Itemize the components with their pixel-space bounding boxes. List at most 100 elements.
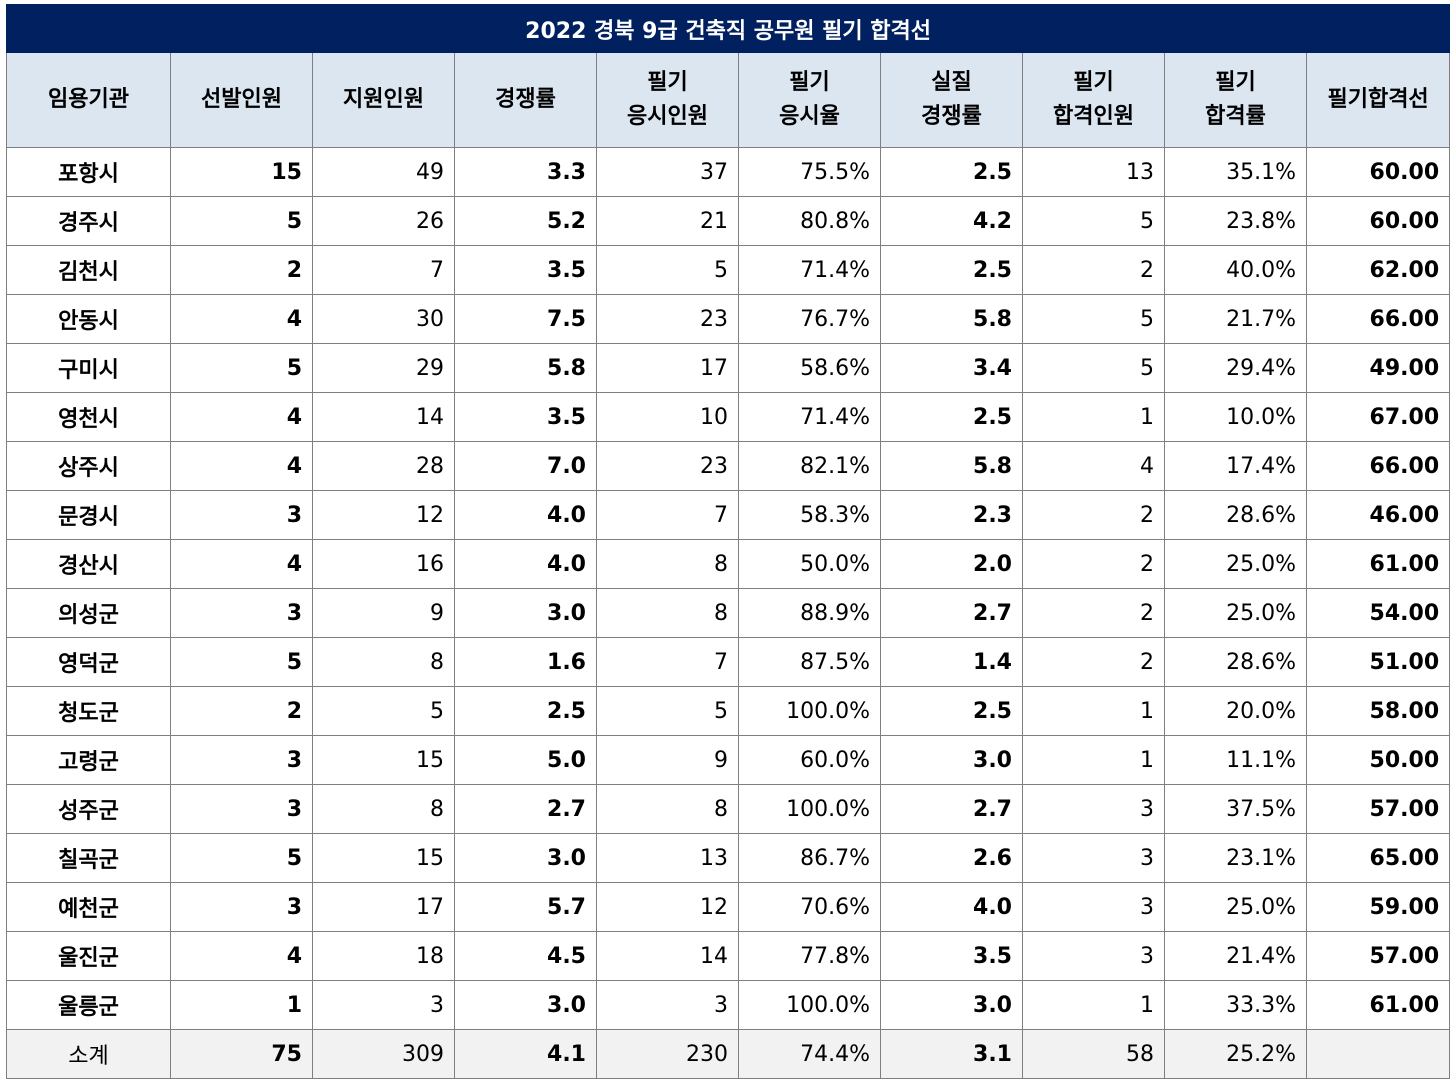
header-text-line: 필기 xyxy=(1073,70,1114,95)
cell-agency: 소계 xyxy=(6,1029,171,1079)
cell-exam-rate: 86.7% xyxy=(738,833,881,883)
header-applicants: 지원인원 xyxy=(312,52,455,148)
cell-cutoff: 57.00 xyxy=(1305,784,1451,834)
cell-passers: 4 xyxy=(1022,441,1165,491)
cell-competition: 5.0 xyxy=(454,735,597,785)
cell-cutoff: 66.00 xyxy=(1305,441,1451,491)
table-row: 울릉군 1 3 3.0 3 100.0% 3.0 1 33.3% 61.00 xyxy=(6,980,1451,1030)
cell-agency: 안동시 xyxy=(6,294,171,344)
cell-exam-takers: 17 xyxy=(596,343,739,393)
cell-exam-rate: 100.0% xyxy=(738,784,881,834)
cell-pass-rate: 28.6% xyxy=(1164,637,1307,687)
cell-exam-takers: 10 xyxy=(596,392,739,442)
cell-agency: 울진군 xyxy=(6,931,171,981)
cell-exam-rate: 70.6% xyxy=(738,882,881,932)
cell-selected: 5 xyxy=(170,637,313,687)
cell-agency: 영덕군 xyxy=(6,637,171,687)
cell-real-competition: 2.5 xyxy=(880,245,1023,295)
cell-cutoff: 61.00 xyxy=(1305,980,1451,1030)
cell-pass-rate: 25.2% xyxy=(1164,1029,1307,1079)
cell-selected: 2 xyxy=(170,686,313,736)
cell-selected: 4 xyxy=(170,931,313,981)
header-exam-takers: 필기 응시인원 xyxy=(596,52,739,148)
cell-exam-takers: 23 xyxy=(596,294,739,344)
cell-agency: 문경시 xyxy=(6,490,171,540)
cell-passers: 1 xyxy=(1022,980,1165,1030)
cell-passers: 3 xyxy=(1022,931,1165,981)
cell-exam-rate: 50.0% xyxy=(738,539,881,589)
cell-real-competition: 4.2 xyxy=(880,196,1023,246)
cell-competition: 3.3 xyxy=(454,147,597,197)
cell-cutoff: 67.00 xyxy=(1305,392,1451,442)
cell-applicants: 49 xyxy=(312,147,455,197)
header-competition: 경쟁률 xyxy=(454,52,597,148)
cell-exam-rate: 71.4% xyxy=(738,392,881,442)
cell-selected: 15 xyxy=(170,147,313,197)
header-text-line: 실질 xyxy=(931,70,972,95)
cell-competition: 5.8 xyxy=(454,343,597,393)
cell-exam-takers: 7 xyxy=(596,637,739,687)
cell-exam-takers: 21 xyxy=(596,196,739,246)
cell-agency: 경산시 xyxy=(6,539,171,589)
table-row: 성주군 3 8 2.7 8 100.0% 2.7 3 37.5% 57.00 xyxy=(6,784,1451,834)
cell-real-competition: 3.0 xyxy=(880,980,1023,1030)
cell-real-competition: 2.7 xyxy=(880,588,1023,638)
cell-exam-rate: 74.4% xyxy=(738,1029,881,1079)
cell-agency: 포항시 xyxy=(6,147,171,197)
cell-exam-takers: 7 xyxy=(596,490,739,540)
cell-applicants: 309 xyxy=(312,1029,455,1079)
cell-agency: 구미시 xyxy=(6,343,171,393)
cell-cutoff: 50.00 xyxy=(1305,735,1451,785)
cell-exam-rate: 75.5% xyxy=(738,147,881,197)
cell-agency: 칠곡군 xyxy=(6,833,171,883)
cell-real-competition: 2.5 xyxy=(880,392,1023,442)
header-text-line: 필기 xyxy=(1215,70,1256,95)
cell-exam-rate: 80.8% xyxy=(738,196,881,246)
cell-pass-rate: 25.0% xyxy=(1164,588,1307,638)
table-row: 청도군 2 5 2.5 5 100.0% 2.5 1 20.0% 58.00 xyxy=(6,686,1451,736)
cell-pass-rate: 21.4% xyxy=(1164,931,1307,981)
cell-real-competition: 3.5 xyxy=(880,931,1023,981)
cell-agency: 고령군 xyxy=(6,735,171,785)
cell-competition: 7.5 xyxy=(454,294,597,344)
table-row: 구미시 5 29 5.8 17 58.6% 3.4 5 29.4% 49.00 xyxy=(6,343,1451,393)
header-text-line: 경쟁률 xyxy=(921,104,982,129)
cell-real-competition: 2.5 xyxy=(880,147,1023,197)
cell-exam-takers: 8 xyxy=(596,784,739,834)
cell-exam-rate: 60.0% xyxy=(738,735,881,785)
cell-competition: 7.0 xyxy=(454,441,597,491)
cell-exam-rate: 76.7% xyxy=(738,294,881,344)
header-selected: 선발인원 xyxy=(170,52,313,148)
cell-exam-takers: 8 xyxy=(596,539,739,589)
cell-agency: 의성군 xyxy=(6,588,171,638)
results-table: 2022 경북 9급 건축직 공무원 필기 합격선 임용기관 선발인원 지원인원 경쟁… xyxy=(5,4,1451,1079)
table-row: 영덕군 5 8 1.6 7 87.5% 1.4 2 28.6% 51.00 xyxy=(6,637,1451,687)
cell-pass-rate: 20.0% xyxy=(1164,686,1307,736)
header-pass-rate: 필기 합격률 xyxy=(1164,52,1307,148)
cell-passers: 5 xyxy=(1022,196,1165,246)
cell-cutoff xyxy=(1305,1029,1451,1079)
cell-pass-rate: 11.1% xyxy=(1164,735,1307,785)
cell-exam-rate: 58.6% xyxy=(738,343,881,393)
cell-cutoff: 54.00 xyxy=(1305,588,1451,638)
cell-selected: 3 xyxy=(170,784,313,834)
cell-exam-rate: 58.3% xyxy=(738,490,881,540)
cell-cutoff: 61.00 xyxy=(1305,539,1451,589)
table-row: 고령군 3 15 5.0 9 60.0% 3.0 1 11.1% 50.00 xyxy=(6,735,1451,785)
cell-exam-rate: 100.0% xyxy=(738,686,881,736)
cell-agency: 울릉군 xyxy=(6,980,171,1030)
cell-selected: 5 xyxy=(170,196,313,246)
cell-agency: 경주시 xyxy=(6,196,171,246)
cell-applicants: 15 xyxy=(312,735,455,785)
cell-applicants: 5 xyxy=(312,686,455,736)
table-row: 경주시 5 26 5.2 21 80.8% 4.2 5 23.8% 60.00 xyxy=(6,196,1451,246)
cell-exam-rate: 100.0% xyxy=(738,980,881,1030)
cell-exam-rate: 87.5% xyxy=(738,637,881,687)
table-row: 포항시 15 49 3.3 37 75.5% 2.5 13 35.1% 60.00 xyxy=(6,147,1451,197)
cell-applicants: 8 xyxy=(312,637,455,687)
header-text-line: 필기 xyxy=(647,70,688,95)
header-text-line: 임용기관 xyxy=(48,87,129,112)
cell-pass-rate: 28.6% xyxy=(1164,490,1307,540)
cell-competition: 5.2 xyxy=(454,196,597,246)
